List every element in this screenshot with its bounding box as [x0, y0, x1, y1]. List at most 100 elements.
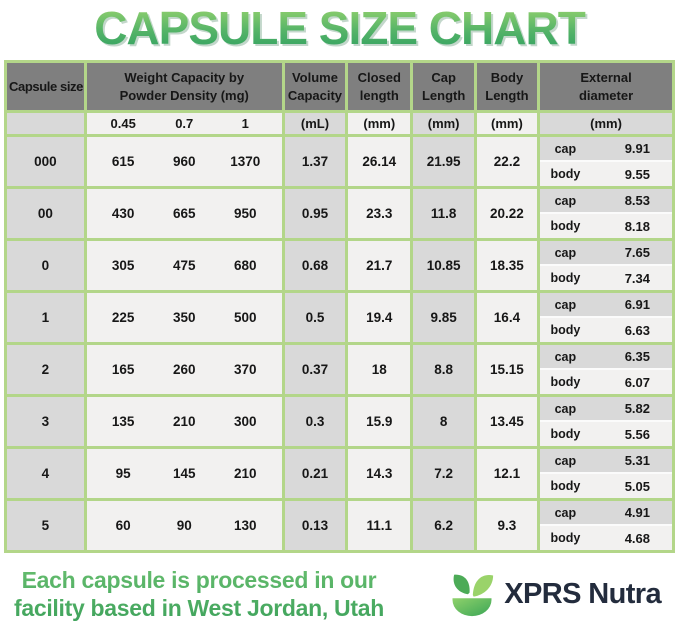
weight-045-value: 430 [111, 206, 135, 221]
density-045-label: 0.45 [110, 116, 136, 131]
table-row: 5 60 90 130 0.13 11.1 6.2 9.3 cap 4.91 b… [4, 498, 675, 553]
body-label: body [550, 271, 581, 285]
external-diameter-cell: cap 4.91 body 4.68 [537, 498, 675, 553]
weight-capacity-cell: 95 145 210 [83, 446, 285, 501]
cap-label: cap [554, 505, 577, 520]
cap-diameter-value: 4.91 [624, 505, 650, 520]
brand-name: XPRS Nutra [504, 578, 661, 610]
body-length-cell: 22.2 [473, 134, 541, 189]
weight-045-value: 135 [111, 414, 135, 429]
volume-capacity-cell: 0.13 [281, 498, 349, 553]
body-diameter-value: 8.18 [624, 218, 650, 234]
external-diameter-cell: cap 8.53 body 8.18 [537, 186, 675, 241]
body-length-cell: 9.3 [473, 498, 541, 553]
capsule-size-cell: 4 [4, 446, 87, 501]
units-volume-cell: (mL) [281, 110, 349, 137]
table-row: 00 430 665 950 0.95 23.3 11.8 20.22 cap … [4, 186, 675, 241]
weight-capacity-cell: 225 350 500 [83, 290, 285, 345]
footer: Each capsule is processed in our facilit… [0, 553, 679, 640]
closed-length-cell: 15.9 [345, 394, 414, 449]
external-cap-row: cap 7.65 [540, 241, 672, 264]
volume-capacity-cell: 1.37 [281, 134, 349, 189]
header-row: Capsule size Weight Capacity by Powder D… [4, 60, 675, 113]
header-capsule-size: Capsule size [4, 60, 87, 113]
cap-diameter-value: 7.65 [624, 245, 650, 260]
units-body-cell: (mm) [473, 110, 541, 137]
volume-capacity-cell: 0.3 [281, 394, 349, 449]
cap-length-cell: 6.2 [410, 498, 477, 553]
body-length-cell: 20.22 [473, 186, 541, 241]
capsule-size-cell: 5 [4, 498, 87, 553]
body-length-cell: 15.15 [473, 342, 541, 397]
cap-label: cap [554, 453, 577, 468]
cap-diameter-value: 5.31 [624, 453, 650, 468]
weight-045-value: 95 [115, 466, 131, 481]
weight-1-value: 500 [234, 310, 257, 325]
weight-capacity-cell: 430 665 950 [83, 186, 285, 241]
cap-label: cap [554, 245, 577, 260]
table-row: 1 225 350 500 0.5 19.4 9.85 16.4 cap 6.9… [4, 290, 675, 345]
weight-07-value: 90 [176, 518, 192, 533]
cap-diameter-value: 5.82 [624, 401, 650, 416]
closed-length-cell: 11.1 [345, 498, 414, 553]
cap-length-cell: 9.85 [410, 290, 477, 345]
weight-1-value: 680 [234, 258, 257, 273]
units-empty-cell [4, 110, 87, 137]
table-row: 000 615 960 1370 1.37 26.14 21.95 22.2 c… [4, 134, 675, 189]
capsule-size-cell: 2 [4, 342, 87, 397]
weight-1-value: 950 [234, 206, 257, 221]
weight-07-value: 145 [172, 466, 196, 481]
header-volume-capacity: Volume Capacity [281, 60, 349, 113]
table-row: 3 135 210 300 0.3 15.9 8 13.45 cap 5.82 … [4, 394, 675, 449]
capsule-size-cell: 00 [4, 186, 87, 241]
units-density-cell: 0.45 0.7 1 [83, 110, 285, 137]
density-1-label: 1 [241, 116, 249, 131]
table-row: 4 95 145 210 0.21 14.3 7.2 12.1 cap 5.31… [4, 446, 675, 501]
weight-045-value: 305 [111, 258, 135, 273]
weight-07-value: 475 [172, 258, 196, 273]
body-diameter-value: 5.56 [624, 426, 650, 442]
cap-label: cap [554, 401, 577, 416]
volume-capacity-cell: 0.95 [281, 186, 349, 241]
cap-length-cell: 8.8 [410, 342, 477, 397]
external-diameter-cell: cap 6.91 body 6.63 [537, 290, 675, 345]
external-cap-row: cap 6.91 [540, 293, 672, 316]
volume-capacity-cell: 0.21 [281, 446, 349, 501]
external-body-row: body 4.68 [540, 524, 672, 550]
closed-length-cell: 21.7 [345, 238, 414, 293]
weight-1-value: 300 [234, 414, 257, 429]
header-closed-length: Closed length [345, 60, 414, 113]
body-diameter-value: 7.34 [624, 270, 650, 286]
units-row: 0.45 0.7 1 (mL) (mm) (mm) (mm) (mm) [4, 110, 675, 137]
weight-07-value: 350 [172, 310, 196, 325]
weight-045-value: 225 [111, 310, 135, 325]
external-diameter-cell: cap 5.82 body 5.56 [537, 394, 675, 449]
header-external-diameter: External diameter [537, 60, 675, 113]
body-label: body [550, 531, 581, 545]
external-cap-row: cap 8.53 [540, 189, 672, 212]
body-label: body [550, 323, 581, 337]
volume-capacity-cell: 0.68 [281, 238, 349, 293]
capsule-size-table: Capsule size Weight Capacity by Powder D… [4, 60, 675, 553]
units-cap-cell: (mm) [410, 110, 477, 137]
tagline-line2: facility based in West Jordan, Utah [14, 594, 384, 621]
external-cap-row: cap 9.91 [540, 137, 672, 160]
body-diameter-value: 4.68 [624, 530, 650, 546]
brand-logo: XPRS Nutra [446, 569, 665, 621]
weight-capacity-cell: 60 90 130 [83, 498, 285, 553]
body-length-cell: 16.4 [473, 290, 541, 345]
weight-capacity-cell: 305 475 680 [83, 238, 285, 293]
weight-07-value: 210 [172, 414, 196, 429]
cap-length-cell: 10.85 [410, 238, 477, 293]
header-cap-length: Cap Length [410, 60, 477, 113]
leaf-bowl-icon [452, 574, 494, 616]
units-closed-cell: (mm) [345, 110, 414, 137]
header-body-length: Body Length [473, 60, 541, 113]
header-weight-capacity: Weight Capacity by Powder Density (mg) [83, 60, 285, 113]
cap-diameter-value: 6.35 [624, 349, 650, 364]
cap-label: cap [554, 193, 577, 208]
body-label: body [550, 479, 581, 493]
weight-07-value: 260 [172, 362, 196, 377]
density-07-label: 0.7 [175, 116, 194, 131]
